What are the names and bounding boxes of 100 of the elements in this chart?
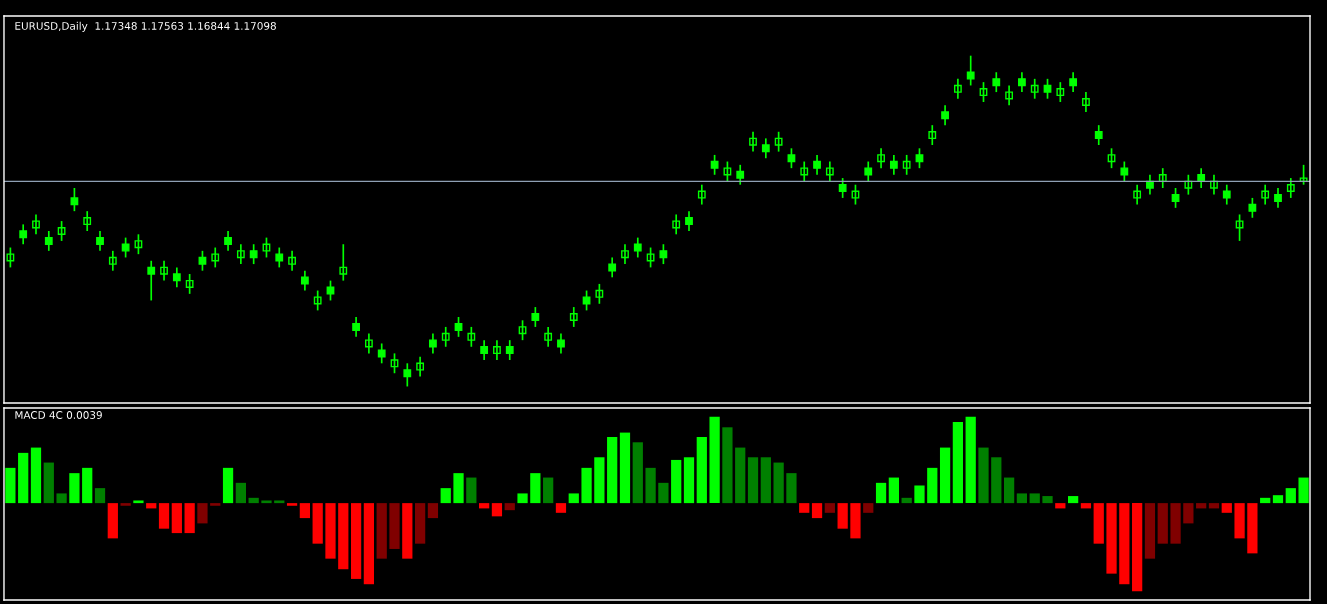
bar [1170, 503, 1181, 544]
bar [1042, 496, 1053, 504]
bar [363, 503, 375, 585]
bar [325, 503, 336, 559]
bar [952, 422, 964, 504]
bar [466, 477, 477, 504]
bar [312, 503, 323, 544]
bar [376, 503, 387, 559]
candlestick [185, 273, 194, 295]
bar [747, 457, 759, 504]
bar [146, 503, 157, 509]
bar [235, 482, 246, 504]
bar [735, 447, 746, 504]
bar [1055, 503, 1066, 509]
bar [978, 447, 989, 504]
bar [1157, 503, 1168, 544]
bar [479, 503, 490, 509]
bar [1080, 503, 1092, 509]
bar [760, 457, 771, 504]
candlestick [838, 177, 847, 199]
bar [722, 427, 733, 504]
bar [709, 416, 720, 504]
bar [43, 462, 54, 504]
candlestick [249, 243, 258, 265]
candlestick [1248, 197, 1257, 219]
bar [671, 459, 682, 504]
bar [786, 473, 797, 504]
bar [811, 503, 823, 519]
bar [1298, 477, 1309, 504]
bar [632, 442, 643, 504]
candlestick [659, 243, 668, 265]
bar [286, 503, 298, 506]
bar [248, 497, 259, 504]
bar [530, 473, 541, 504]
candlestick [710, 154, 719, 176]
bar [1221, 503, 1232, 513]
bar [1106, 503, 1117, 574]
bar [607, 437, 618, 504]
bar [1247, 503, 1258, 554]
bar [389, 503, 400, 549]
bar [440, 488, 451, 504]
bar [1144, 503, 1156, 559]
bar [645, 467, 656, 504]
bar [927, 467, 938, 504]
bar [94, 488, 106, 504]
bar [82, 467, 93, 504]
bar [453, 473, 464, 504]
bar [69, 473, 80, 504]
bar [1234, 503, 1245, 539]
bar [696, 437, 707, 504]
bar [491, 503, 503, 517]
bar [120, 503, 131, 506]
bar [1003, 477, 1015, 504]
bar [965, 416, 976, 504]
bar [619, 432, 631, 504]
bar [1016, 493, 1028, 504]
bar [1260, 497, 1271, 504]
bar [1183, 503, 1194, 524]
candlestick [121, 236, 130, 259]
bar [1285, 488, 1296, 504]
bar [171, 503, 182, 534]
bar [568, 493, 579, 504]
bar [402, 503, 413, 559]
bar [888, 477, 899, 504]
bar [1029, 493, 1040, 504]
bar [299, 503, 310, 519]
bar [504, 503, 515, 511]
candlestick [1120, 160, 1129, 183]
bar [1093, 503, 1104, 544]
bar [683, 457, 695, 504]
bar [773, 462, 784, 504]
bar [1272, 495, 1284, 504]
candlestick [531, 306, 540, 328]
bar [1119, 503, 1130, 585]
chart-title: MACD 4C 0.0039 [15, 411, 102, 419]
bar [338, 503, 349, 570]
bar [56, 493, 67, 504]
bar [133, 500, 144, 504]
bar [517, 493, 528, 504]
bar [863, 503, 874, 513]
chart-title: EURUSD,Daily 1.17348 1.17563 1.16844 1.17098 [15, 21, 276, 32]
bar [939, 447, 951, 504]
bar [658, 482, 669, 504]
bar [799, 503, 810, 513]
bar [837, 503, 848, 529]
candlestick [774, 130, 783, 153]
bar [197, 503, 208, 524]
bar [543, 477, 554, 504]
bar [210, 503, 221, 506]
bar [901, 497, 912, 504]
bar [850, 503, 861, 539]
bar [875, 482, 887, 504]
bar [30, 447, 42, 504]
bar [427, 503, 439, 519]
bar [222, 467, 234, 504]
bar [107, 503, 118, 539]
bar [261, 500, 272, 504]
bar [1196, 503, 1207, 509]
bar [1068, 496, 1079, 504]
bar [158, 503, 170, 529]
